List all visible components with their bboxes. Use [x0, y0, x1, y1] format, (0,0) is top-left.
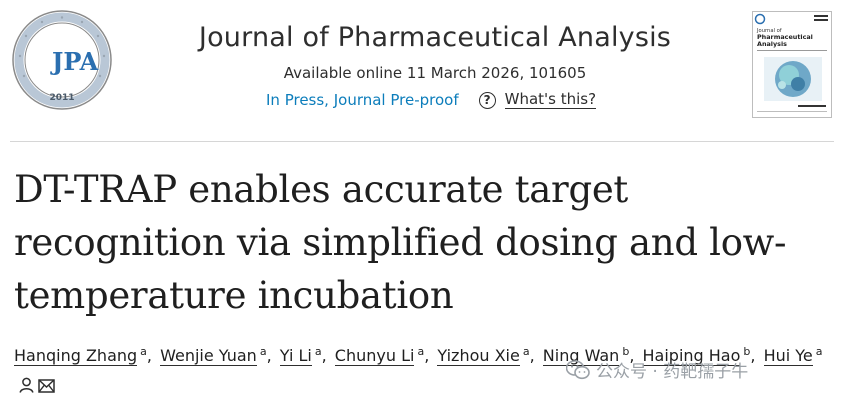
author-separator: ,	[629, 346, 635, 365]
cover-title-line2: Pharmaceutical	[757, 33, 813, 41]
envelope-icon[interactable]	[38, 379, 55, 393]
journal-header: JPA 2011 Journal of Pharmaceutical Analy…	[0, 0, 844, 140]
header-divider	[10, 141, 834, 142]
author-item: Ning Wan b,	[542, 344, 638, 366]
author-affiliation[interactable]: b	[743, 344, 751, 358]
author-item: Chunyu Li a,	[334, 344, 433, 366]
author-name-link[interactable]: Haiping Hao	[642, 346, 741, 366]
author-affiliation[interactable]: b	[622, 344, 630, 358]
author-affiliation[interactable]: a	[314, 344, 322, 358]
cover-title-line1: Journal of	[756, 28, 782, 34]
cover-title-line3: Analysis	[757, 40, 787, 48]
logo-text: JPA	[50, 47, 99, 76]
available-online: Available online 11 March 2026, 101605	[283, 64, 587, 82]
journal-logo[interactable]: JPA 2011	[10, 8, 114, 112]
wechat-icon	[566, 359, 590, 379]
author-item: Yi Li a,	[279, 344, 330, 366]
author-separator: ,	[750, 346, 756, 365]
person-icon[interactable]	[19, 377, 34, 393]
logo-year: 2011	[49, 93, 74, 103]
author-name-link[interactable]: Wenjie Yuan	[160, 346, 257, 366]
author-item: Yizhou Xie a,	[437, 344, 537, 366]
author-item: Haiping Hao b,	[642, 344, 759, 366]
status-row: In Press, Journal Pre-proof ? What's thi…	[266, 90, 597, 109]
author-name-link[interactable]: Hanqing Zhang	[14, 346, 138, 366]
author-name-link[interactable]: Yi Li	[279, 346, 312, 366]
author-item: Hui Ye a	[14, 346, 823, 395]
in-press-link[interactable]: In Press, Journal Pre-proof	[266, 91, 459, 109]
author-item: Hanqing Zhang a,	[14, 344, 155, 366]
author-name-link[interactable]: Yizhou Xie	[437, 346, 520, 366]
author-affiliation[interactable]: a	[417, 344, 425, 358]
author-name-link[interactable]: Ning Wan	[542, 346, 620, 366]
watermark-text: 公众号 · 药靶孺子牛	[596, 362, 749, 382]
author-affiliation[interactable]: a	[522, 344, 530, 358]
author-separator: ,	[146, 346, 153, 365]
whats-this-link[interactable]: What's this?	[504, 90, 597, 109]
journal-cover-image[interactable]: Journal of Pharmaceutical Analysis	[752, 11, 832, 118]
author-name-link[interactable]: Hui Ye	[763, 346, 813, 366]
author-affiliation[interactable]: a	[259, 344, 267, 358]
author-affiliation[interactable]: a	[140, 344, 147, 358]
question-mark-icon[interactable]: ?	[478, 91, 496, 109]
author-separator: ,	[424, 346, 430, 365]
author-separator: ,	[266, 346, 272, 365]
article-title: DT-TRAP enables accurate target recognit…	[14, 168, 787, 317]
author-list: Hanqing Zhang a, Wenjie Yuan a, Yi Li a, Ch…	[14, 341, 834, 401]
journal-title[interactable]: Journal of Pharmaceutical Analysis	[198, 22, 672, 53]
author-separator: ,	[529, 346, 535, 365]
author-affiliation[interactable]: a	[815, 344, 823, 358]
watermark: 公众号 · 药靶孺子牛	[566, 357, 748, 382]
author-item: Wenjie Yuan a,	[160, 344, 275, 366]
author-separator: ,	[321, 346, 327, 365]
author-name-link[interactable]: Chunyu Li	[334, 346, 415, 366]
